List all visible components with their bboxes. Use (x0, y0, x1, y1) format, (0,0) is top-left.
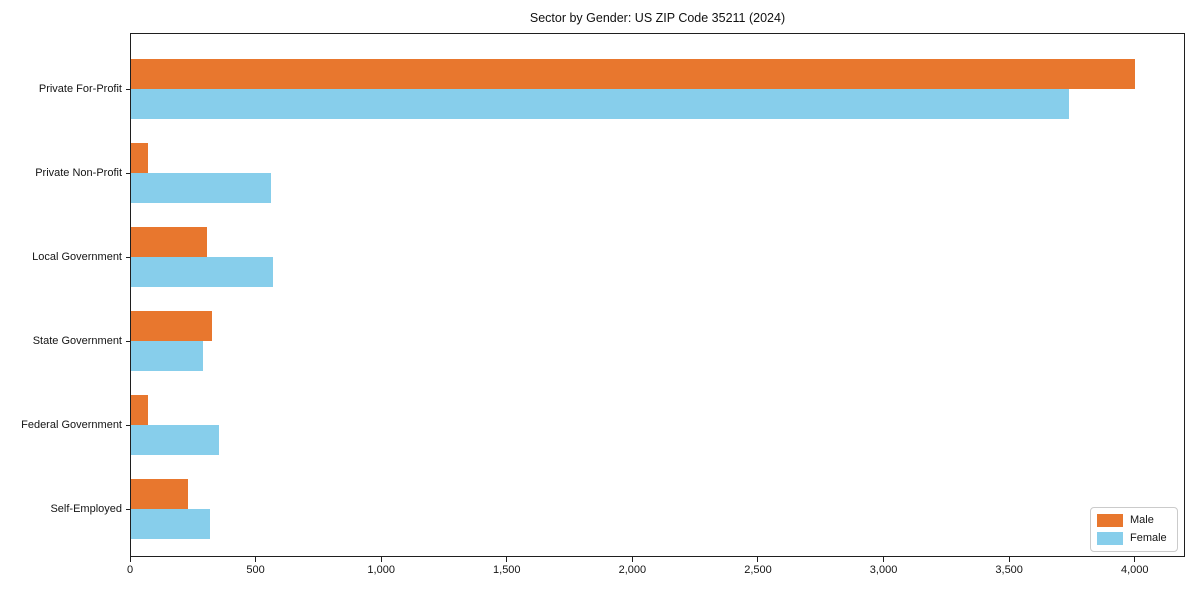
x-tick (883, 557, 885, 562)
chart-title: Sector by Gender: US ZIP Code 35211 (202… (529, 11, 786, 25)
x-tick (129, 557, 131, 562)
bar-male-3 (131, 311, 212, 341)
bar-female-5 (131, 509, 211, 539)
bar-male-0 (131, 59, 1135, 89)
legend-item-female: Female (1097, 532, 1170, 545)
y-tick (125, 88, 130, 90)
x-tick (757, 557, 759, 562)
y-tick-label: State Government (32, 335, 122, 347)
plot-border (130, 33, 1185, 557)
x-tick (631, 557, 633, 562)
x-tick-label: 3,000 (869, 564, 898, 576)
legend-swatch-female (1097, 532, 1123, 545)
bar-female-2 (131, 257, 274, 287)
x-tick (506, 557, 508, 562)
legend: Male Female (1090, 507, 1178, 552)
x-tick-label: 0 (126, 564, 134, 576)
x-tick (1008, 557, 1010, 562)
x-tick-label: 4,000 (1120, 564, 1149, 576)
legend-swatch-male (1097, 514, 1123, 527)
x-tick-label: 3,500 (995, 564, 1023, 576)
legend-item-male: Male (1097, 514, 1170, 527)
bar-male-5 (131, 479, 188, 509)
y-tick-label: Federal Government (21, 419, 122, 431)
bar-female-1 (131, 173, 271, 203)
x-tick-label: 2,000 (618, 564, 647, 576)
x-tick-label: 2,500 (744, 564, 772, 576)
x-tick (380, 557, 382, 562)
bar-male-2 (131, 227, 207, 257)
legend-label: Female (1130, 532, 1167, 544)
x-tick (1134, 557, 1136, 562)
y-tick-label: Private For-Profit (38, 83, 122, 95)
bar-female-4 (131, 425, 220, 455)
legend-label: Male (1130, 514, 1154, 526)
x-tick-label: 1,000 (367, 564, 395, 576)
x-tick-label: 1,500 (493, 564, 521, 576)
bar-male-4 (131, 395, 148, 425)
bar-male-1 (131, 143, 148, 173)
y-tick (125, 256, 130, 258)
y-tick-label: Private Non-Profit (35, 167, 122, 179)
y-tick (125, 172, 130, 174)
y-tick (125, 424, 130, 426)
y-tick (125, 508, 130, 510)
bar-female-0 (131, 89, 1070, 119)
bar-female-3 (131, 341, 203, 371)
x-tick-label: 500 (246, 564, 265, 576)
y-tick-label: Self-Employed (50, 503, 122, 515)
y-tick-label: Local Government (32, 251, 122, 263)
x-tick (255, 557, 257, 562)
y-tick (125, 340, 130, 342)
